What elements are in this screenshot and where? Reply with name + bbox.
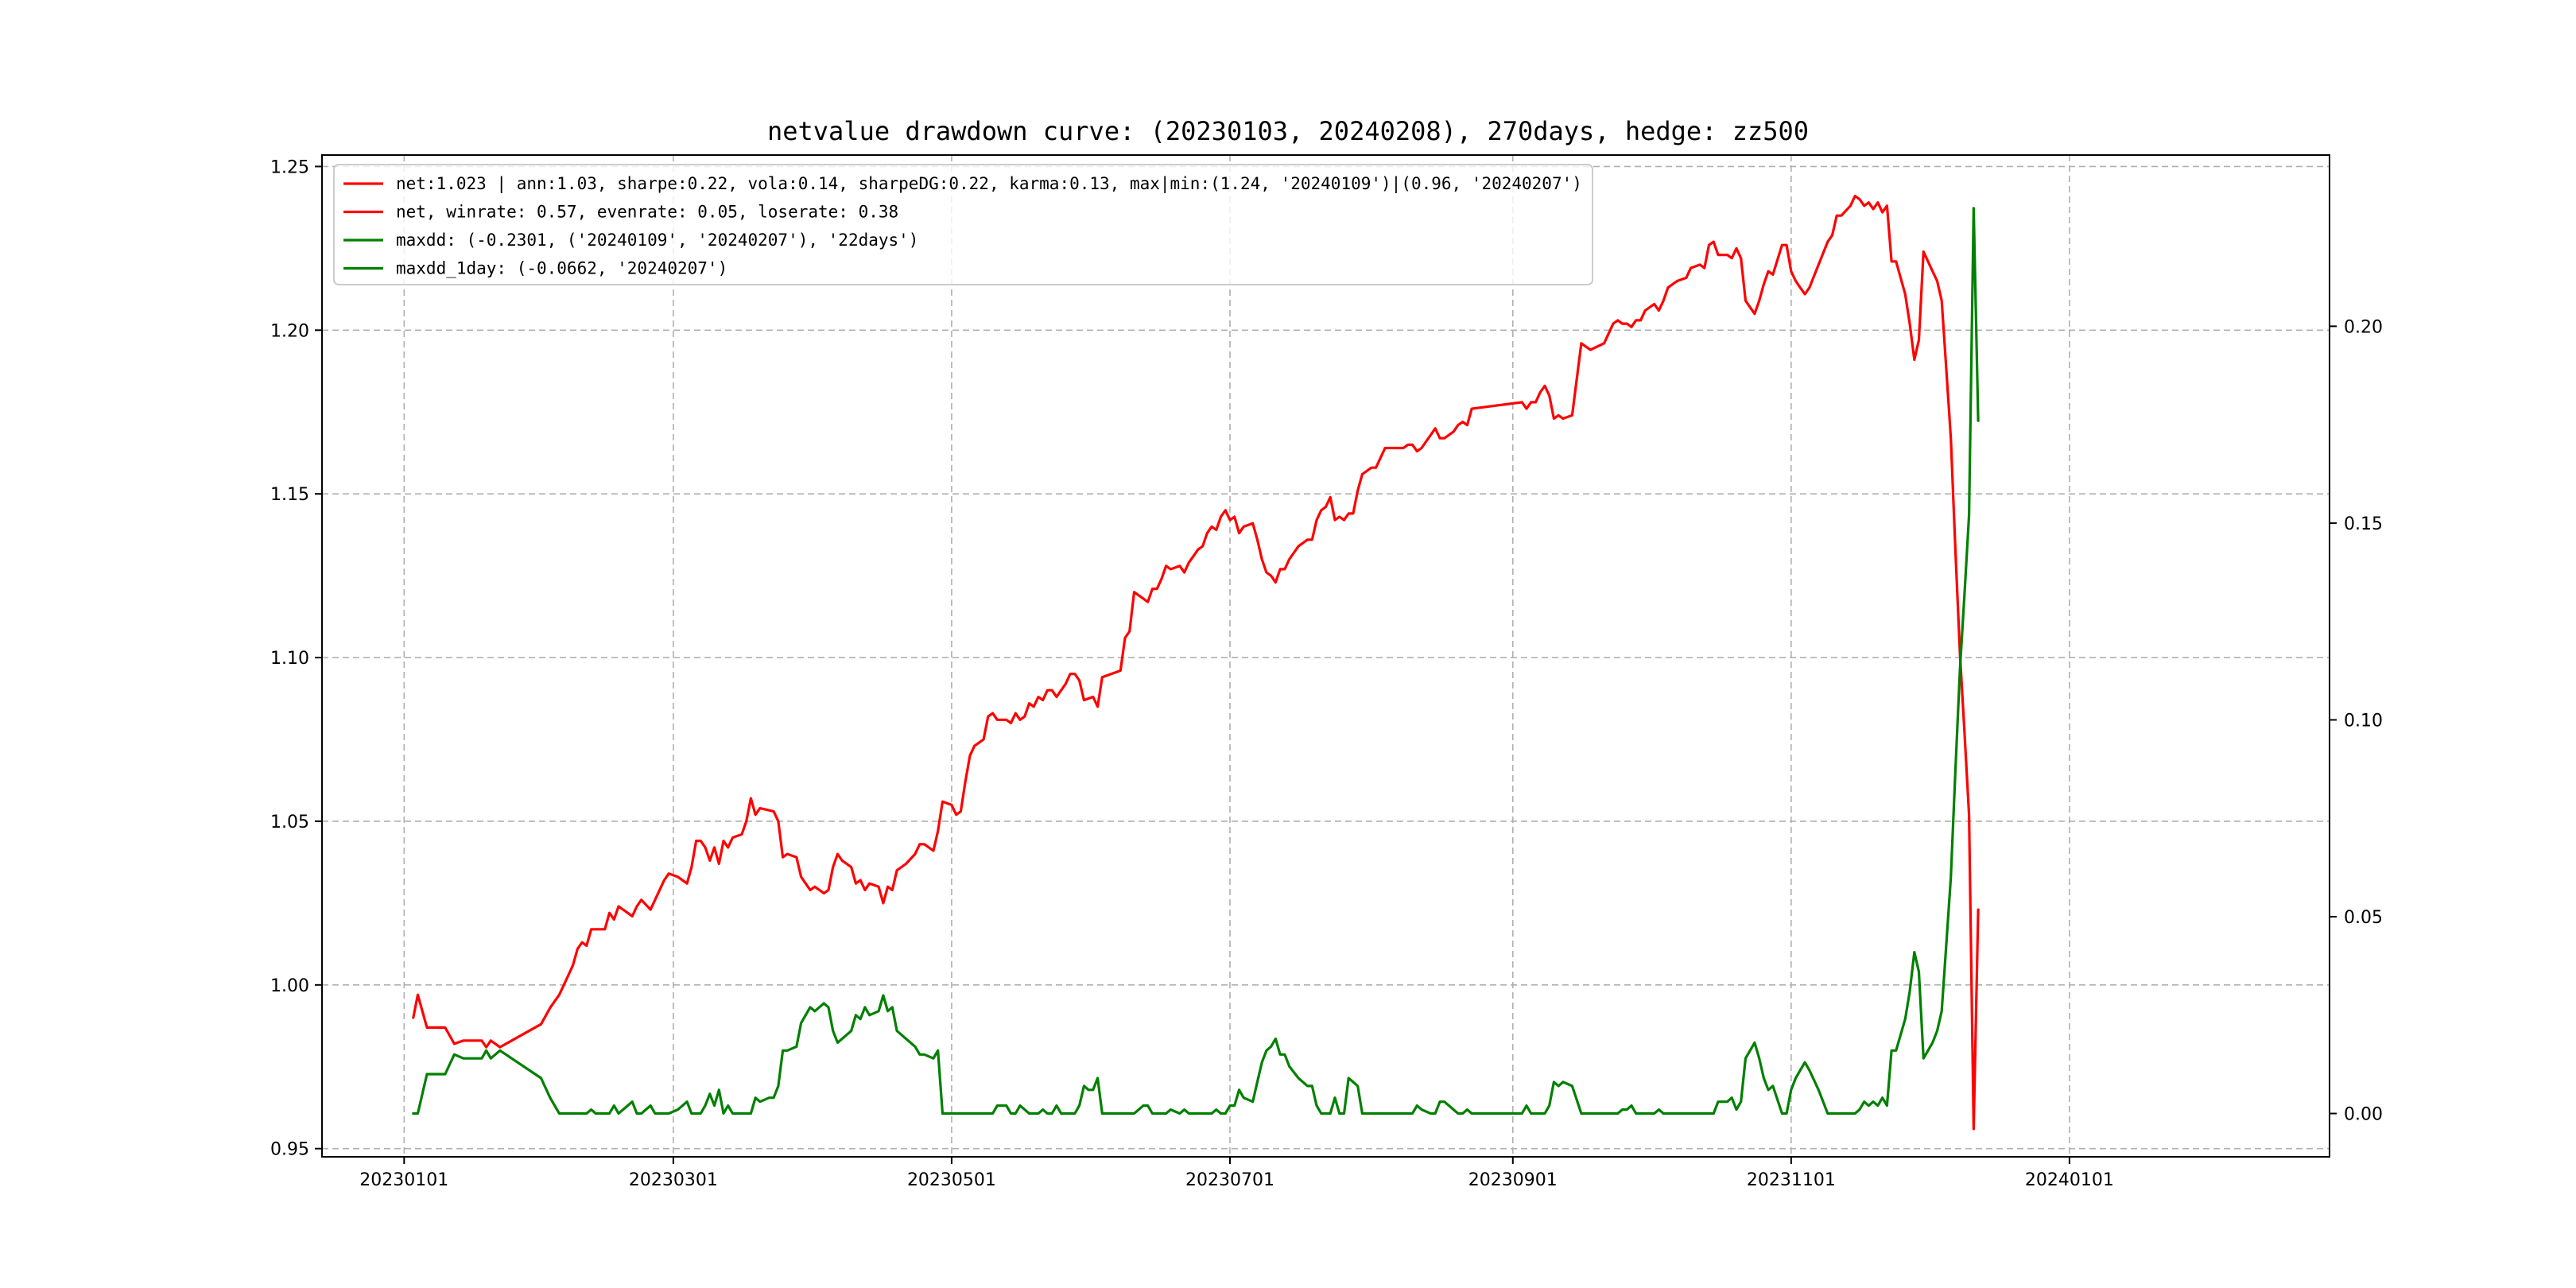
x-tick-label: 20230701 xyxy=(1185,1170,1274,1190)
x-tick-label: 20231101 xyxy=(1747,1170,1836,1190)
legend: net:1.023 | ann:1.03, sharpe:0.22, vola:… xyxy=(333,164,1593,285)
y-left-tick-label: 1.00 xyxy=(270,976,309,996)
x-tick-label: 20230301 xyxy=(629,1170,718,1190)
y-right-tick-label: 0.05 xyxy=(2344,908,2383,928)
series-layer xyxy=(412,194,1980,1131)
legend-entry-label: net:1.023 | ann:1.03, sharpe:0.22, vola:… xyxy=(396,174,1582,194)
x-tick-label: 20230901 xyxy=(1468,1170,1558,1190)
y-right-tick-label: 0.20 xyxy=(2344,317,2383,337)
y-left-tick-label: 1.10 xyxy=(270,649,309,669)
legend-entry-label: net, winrate: 0.57, evenrate: 0.05, lose… xyxy=(396,203,898,222)
x-axis: 20230101 20230301 20230501 20230701 20230901… xyxy=(359,1157,2114,1190)
maxdd-series-line xyxy=(412,207,1980,1115)
y-left-tick-label: 0.95 xyxy=(270,1140,309,1160)
y-right-tick-label: 0.15 xyxy=(2344,514,2383,534)
legend-box xyxy=(333,164,1593,285)
y-right-tick-label: 0.00 xyxy=(2344,1105,2383,1125)
x-tick-label: 20230501 xyxy=(907,1170,996,1190)
y-left-tick-label: 1.05 xyxy=(270,813,309,832)
y-right-tick-label: 0.10 xyxy=(2344,711,2383,731)
y-left-tick-label: 1.20 xyxy=(270,321,309,341)
y-left-tick-label: 1.15 xyxy=(270,485,309,505)
x-tick-label: 20230101 xyxy=(359,1170,448,1190)
chart-title: netvalue drawdown curve: (20230103, 2024… xyxy=(767,116,1809,146)
y-axis-right: 0.00 0.05 0.10 0.15 0.20 xyxy=(2330,317,2383,1125)
net-series-line xyxy=(412,194,1980,1131)
plot-frame xyxy=(321,154,2330,1158)
grid-lines xyxy=(322,155,2330,1157)
y-left-tick-label: 1.25 xyxy=(270,157,309,177)
x-tick-label: 20240101 xyxy=(2025,1170,2114,1190)
legend-entry-label: maxdd_1day: (-0.0662, '20240207') xyxy=(396,259,727,278)
legend-entry-label: maxdd: (-0.2301, ('20240109', '20240207'… xyxy=(396,231,918,250)
y-axis-left: 0.95 1.00 1.05 1.10 1.15 1.20 1.25 xyxy=(270,157,322,1160)
